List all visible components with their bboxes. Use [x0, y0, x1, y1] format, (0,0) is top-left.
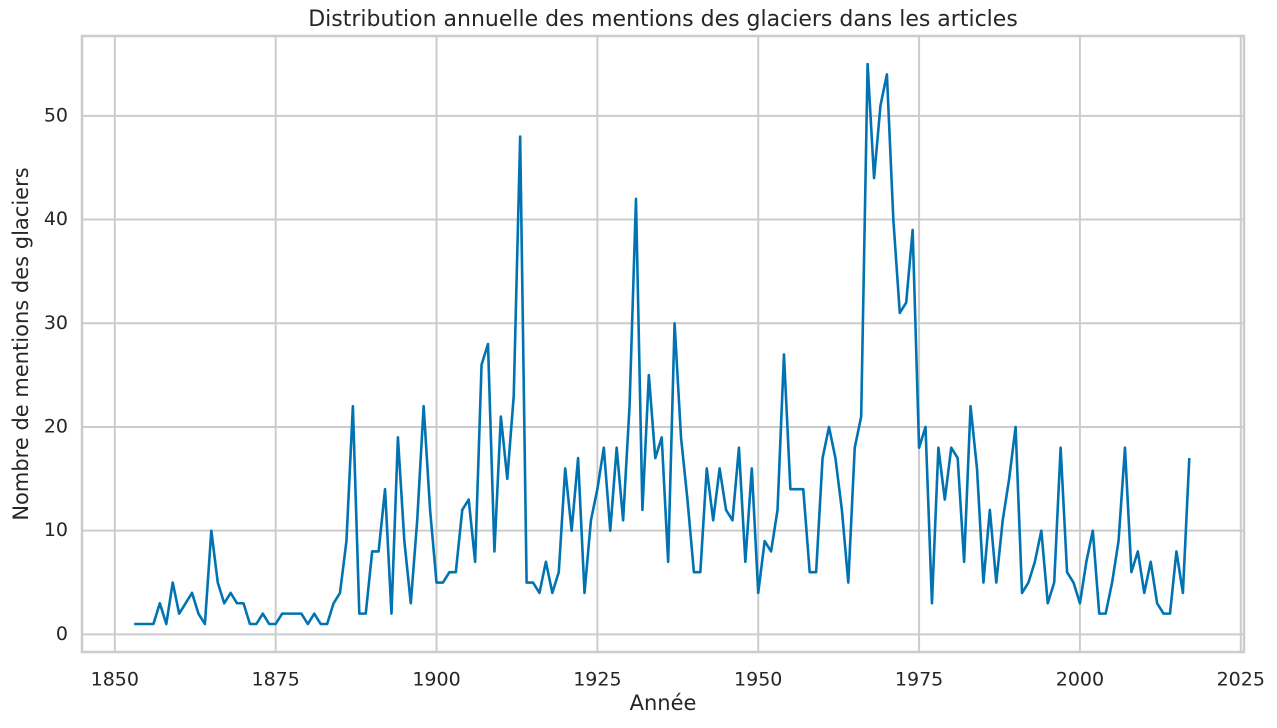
x-axis-label: Année	[630, 691, 697, 715]
y-axis-label: Nombre de mentions des glaciers	[9, 167, 33, 520]
y-tick-label: 10	[44, 519, 68, 541]
x-tick-label: 1950	[734, 669, 782, 691]
x-tick-label: 1900	[412, 669, 460, 691]
x-tick-label: 2000	[1056, 669, 1104, 691]
y-tick-label: 20	[44, 415, 68, 437]
x-tick-label: 1850	[91, 669, 139, 691]
y-tick-label: 50	[44, 104, 68, 126]
x-tick-label: 1975	[895, 669, 943, 691]
x-tick-label: 1875	[251, 669, 299, 691]
data-line	[134, 62, 1191, 626]
y-tick-label: 0	[56, 623, 68, 645]
y-tick-label: 30	[44, 312, 68, 334]
x-tick-label: 1925	[573, 669, 621, 691]
y-tick-label: 40	[44, 208, 68, 230]
x-tick-label: 2025	[1217, 669, 1265, 691]
plot-frame	[80, 34, 1246, 654]
chart-title: Distribution annuelle des mentions des g…	[308, 7, 1018, 32]
